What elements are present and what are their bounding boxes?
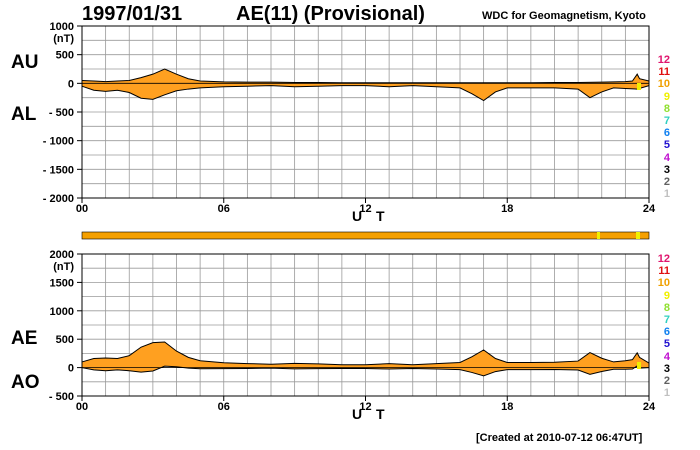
y-tick-label: 0	[68, 363, 74, 375]
activity-level-marker	[637, 362, 641, 369]
level-label-3: 3	[663, 362, 670, 375]
x-tick-label: 18	[501, 401, 513, 413]
series-line-ae	[81, 341, 650, 366]
y-tick-label: 1000	[50, 306, 74, 318]
x-tick-label: 12	[359, 203, 371, 215]
y-tick-label: 1500	[50, 277, 74, 289]
y-tick-label: - 1500	[43, 164, 74, 176]
y-tick-label: - 2000	[43, 193, 74, 205]
y-tick-label: 1000	[50, 21, 74, 33]
y-tick-label: - 1000	[43, 136, 74, 148]
x-tick-label: 18	[501, 203, 513, 215]
level-label-7: 7	[663, 115, 670, 127]
envelope-area-top	[82, 69, 649, 101]
chart-date: 1997/01/31	[82, 3, 183, 25]
level-label-2: 2	[663, 375, 670, 387]
level-label-11: 11	[658, 265, 670, 278]
x-tick-label: 12	[359, 401, 371, 413]
series-line-au	[81, 68, 650, 84]
au-label: AU	[11, 52, 39, 73]
level-label-3: 3	[663, 163, 670, 176]
level-label-4: 4	[663, 350, 670, 363]
level-label-8: 8	[663, 301, 670, 314]
level-label-12: 12	[657, 54, 670, 66]
x-axis-label-top: U T	[352, 208, 390, 224]
y-unit-label: (nT)	[53, 261, 74, 273]
x-axis-label-bottom: U T	[352, 406, 390, 422]
y-tick-label: 0	[68, 78, 74, 90]
x-tick-label: 24	[643, 203, 656, 215]
ae-label: AE	[11, 328, 38, 349]
level-label-11: 11	[658, 66, 670, 79]
activity-level-marker	[637, 83, 641, 90]
x-tick-label: 00	[76, 203, 88, 215]
y-unit-label: (nT)	[53, 33, 74, 45]
y-tick-label: 2000	[50, 249, 74, 261]
y-tick-label: - 500	[49, 107, 74, 119]
activity-level-strip	[81, 231, 650, 240]
level-label-4: 4	[663, 151, 670, 164]
created-timestamp: [Created at 2010-07-12 06:47UT]	[476, 432, 643, 444]
x-tick-label: 06	[218, 401, 230, 413]
ao-label: AO	[11, 372, 40, 393]
series-line-ao	[81, 365, 650, 377]
level-label-6: 6	[663, 326, 670, 339]
level-label-5: 5	[663, 338, 670, 351]
level-label-10: 10	[657, 78, 670, 91]
level-label-6: 6	[663, 127, 670, 140]
level-label-12: 12	[657, 253, 670, 265]
organization-label: WDC for Geomagnetism, Kyoto	[482, 10, 646, 22]
level-label-9: 9	[663, 289, 670, 302]
chart-title: AE(11) (Provisional)	[236, 3, 425, 25]
level-label-7: 7	[663, 314, 670, 326]
x-tick-label: 00	[76, 401, 88, 413]
al-label: AL	[11, 104, 37, 125]
activity-level-marker	[636, 232, 640, 239]
activity-level-marker	[597, 232, 600, 239]
series-line-al	[81, 85, 650, 102]
y-tick-label: 500	[56, 50, 74, 62]
level-label-1: 1	[663, 188, 670, 201]
x-tick-label: 06	[218, 203, 230, 215]
level-label-10: 10	[657, 277, 670, 290]
level-label-2: 2	[663, 176, 670, 188]
y-tick-label: - 500	[49, 391, 74, 403]
y-tick-label: 500	[56, 334, 74, 346]
level-label-1: 1	[663, 387, 670, 400]
level-label-5: 5	[663, 139, 670, 152]
level-label-9: 9	[663, 90, 670, 103]
level-label-8: 8	[663, 102, 670, 115]
x-tick-label: 24	[643, 401, 656, 413]
